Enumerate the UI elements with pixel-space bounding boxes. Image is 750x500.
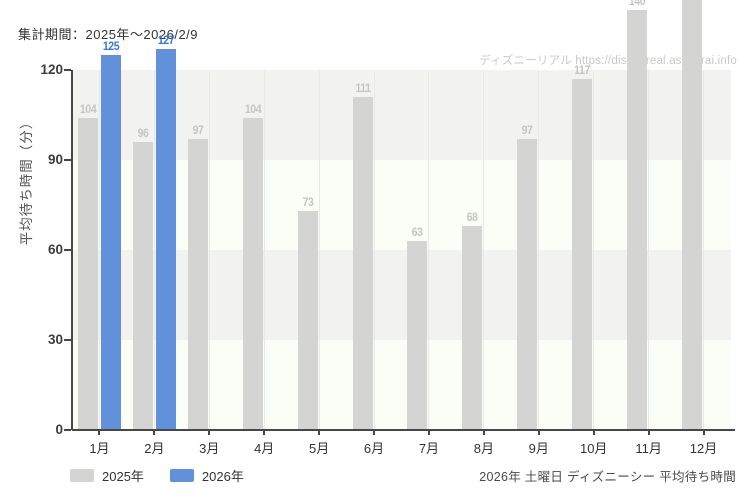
bar-2025年-1月[interactable]	[77, 118, 98, 430]
y-tick-mark	[64, 69, 71, 71]
x-category-label: 9月	[528, 441, 549, 456]
bar-value-label: 68	[466, 212, 478, 224]
vertical-gridline	[538, 70, 540, 430]
x-tick-mark	[647, 430, 650, 435]
bar-value-label: 73	[302, 197, 314, 209]
plot-band	[72, 70, 731, 160]
x-category-label: 2月	[144, 441, 165, 456]
bar-value-label: 125	[102, 41, 120, 53]
x-axis-line	[72, 429, 735, 431]
y-tick-label: 30	[47, 332, 63, 347]
bar-value-label: 127	[157, 35, 175, 47]
plot-band	[72, 250, 731, 340]
legend-item-2025年[interactable]: 2025年	[70, 466, 144, 485]
x-tick-mark	[702, 430, 705, 435]
y-tick-label: 90	[47, 152, 63, 167]
legend-item-2026年[interactable]: 2026年	[169, 466, 244, 485]
x-category-label: 4月	[254, 441, 275, 456]
bar-2026年-2月[interactable]	[155, 49, 176, 430]
bar-value-label: 96	[137, 128, 149, 140]
vertical-gridline	[318, 70, 320, 430]
legend-swatch-2026年	[169, 469, 194, 482]
vertical-gridline	[428, 70, 430, 430]
y-axis-line	[71, 70, 73, 430]
x-tick-mark	[482, 430, 485, 435]
x-tick-mark	[318, 430, 321, 435]
vertical-gridline	[208, 70, 210, 430]
bar-2025年-9月[interactable]	[517, 139, 538, 430]
chart-legend: 2025年 2026年	[70, 466, 244, 485]
y-tick-mark	[64, 339, 71, 341]
legend-swatch-2025年	[70, 469, 94, 482]
x-category-label: 1月	[89, 441, 110, 456]
bar-value-label: 104	[244, 104, 262, 116]
x-tick-mark	[263, 430, 266, 435]
vertical-gridline	[483, 70, 485, 430]
vertical-gridline	[153, 70, 155, 430]
bar-value-label: 97	[192, 125, 204, 137]
x-category-label: 7月	[418, 441, 440, 456]
x-category-label: 3月	[199, 441, 220, 456]
bar-2025年-2月[interactable]	[132, 142, 153, 430]
y-tick-mark	[64, 249, 71, 251]
x-tick-mark	[427, 430, 430, 435]
bar-2025年-10月[interactable]	[572, 79, 593, 430]
bar-2025年-3月[interactable]	[187, 139, 208, 430]
x-tick-mark	[592, 430, 595, 435]
x-tick-mark	[537, 430, 540, 435]
bar-2025年-12月[interactable]	[682, 0, 703, 430]
bar-value-label: 117	[574, 65, 591, 77]
vertical-gridline	[98, 70, 100, 430]
plot-area: 104 96 97 104 73 111 63 68 97 117 140 125 127	[72, 0, 731, 430]
vertical-gridline	[703, 70, 705, 430]
x-category-label: 6月	[363, 441, 385, 456]
y-axis-title: 平均待ち時間（分）	[19, 114, 34, 246]
x-tick-mark	[208, 430, 211, 435]
x-tick-mark	[373, 430, 376, 435]
footer-caption: 2026年 土曜日 ディズニーシー 平均待ち時間	[479, 470, 736, 484]
x-tick-mark	[98, 430, 101, 435]
watermark-text: ディズニーリアル https://disneyreal.asumirai.inf…	[479, 55, 737, 67]
bar-2025年-5月[interactable]	[297, 211, 318, 430]
bar-2025年-11月[interactable]	[627, 10, 648, 430]
bar-value-label: 111	[354, 83, 371, 95]
y-tick-label: 0	[55, 422, 63, 437]
bar-value-label: 63	[412, 227, 423, 239]
plot-band	[72, 340, 731, 430]
bar-2025年-8月[interactable]	[462, 226, 483, 430]
x-category-label: 10月	[579, 441, 608, 456]
x-category-label: 11月	[635, 441, 662, 456]
vertical-gridline	[373, 70, 375, 430]
vertical-gridline	[648, 70, 650, 430]
aggregation-period-note: 集計期間：2025年～2026/2/9	[18, 27, 199, 42]
bar-value-label: 104	[79, 104, 97, 116]
bar-2025年-4月[interactable]	[242, 118, 263, 430]
vertical-gridline	[263, 70, 265, 430]
bar-2025年-6月[interactable]	[352, 97, 373, 430]
bar-2025年-7月[interactable]	[407, 241, 428, 430]
y-tick-label: 60	[47, 242, 63, 257]
x-tick-mark	[153, 430, 156, 435]
bar-value-label: 140	[628, 0, 646, 8]
x-category-label: 8月	[473, 441, 494, 456]
y-tick-mark	[64, 159, 71, 161]
bar-2026年-1月[interactable]	[100, 55, 121, 430]
plot-band	[72, 160, 731, 250]
legend-label: 2025年	[102, 469, 144, 484]
y-tick-mark	[64, 429, 71, 431]
x-category-label: 12月	[689, 441, 718, 456]
bar-value-label: 97	[521, 125, 533, 137]
vertical-gridline	[593, 70, 595, 430]
legend-label: 2026年	[201, 469, 244, 484]
x-category-label: 5月	[309, 441, 330, 456]
y-tick-label: 120	[40, 62, 63, 77]
